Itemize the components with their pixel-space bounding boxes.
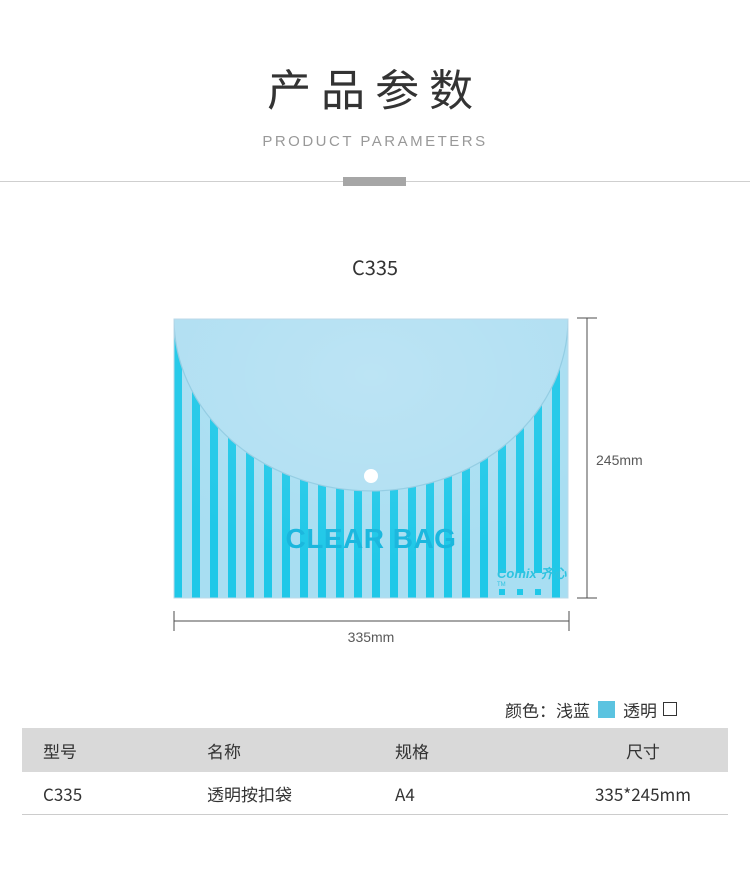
svg-text:245mm: 245mm bbox=[596, 452, 643, 468]
svg-text:335mm: 335mm bbox=[348, 629, 395, 645]
